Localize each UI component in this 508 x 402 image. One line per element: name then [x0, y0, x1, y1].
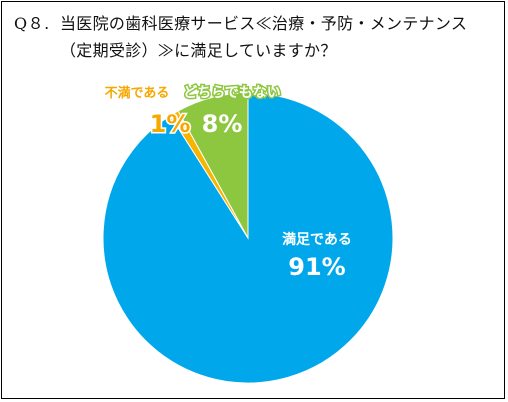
unsatisfied-value-label: 1%	[150, 110, 191, 138]
question-text-line2: （定期受診）≫に満足していますか？	[60, 41, 337, 60]
satisfied-label: 満足である	[282, 231, 352, 248]
pie-slice-neutral	[177, 92, 249, 239]
question-text-line1: 当医院の歯科医療サービス≪治療・予防・メンテナンス	[60, 14, 468, 33]
neutral-value-label: 8%	[202, 110, 243, 138]
question-number: Q８.	[14, 14, 50, 33]
neutral-label: どちらでもない	[183, 85, 281, 101]
satisfied-value-label: 91%	[288, 253, 345, 281]
unsatisfied-label: 不満である	[105, 85, 170, 101]
